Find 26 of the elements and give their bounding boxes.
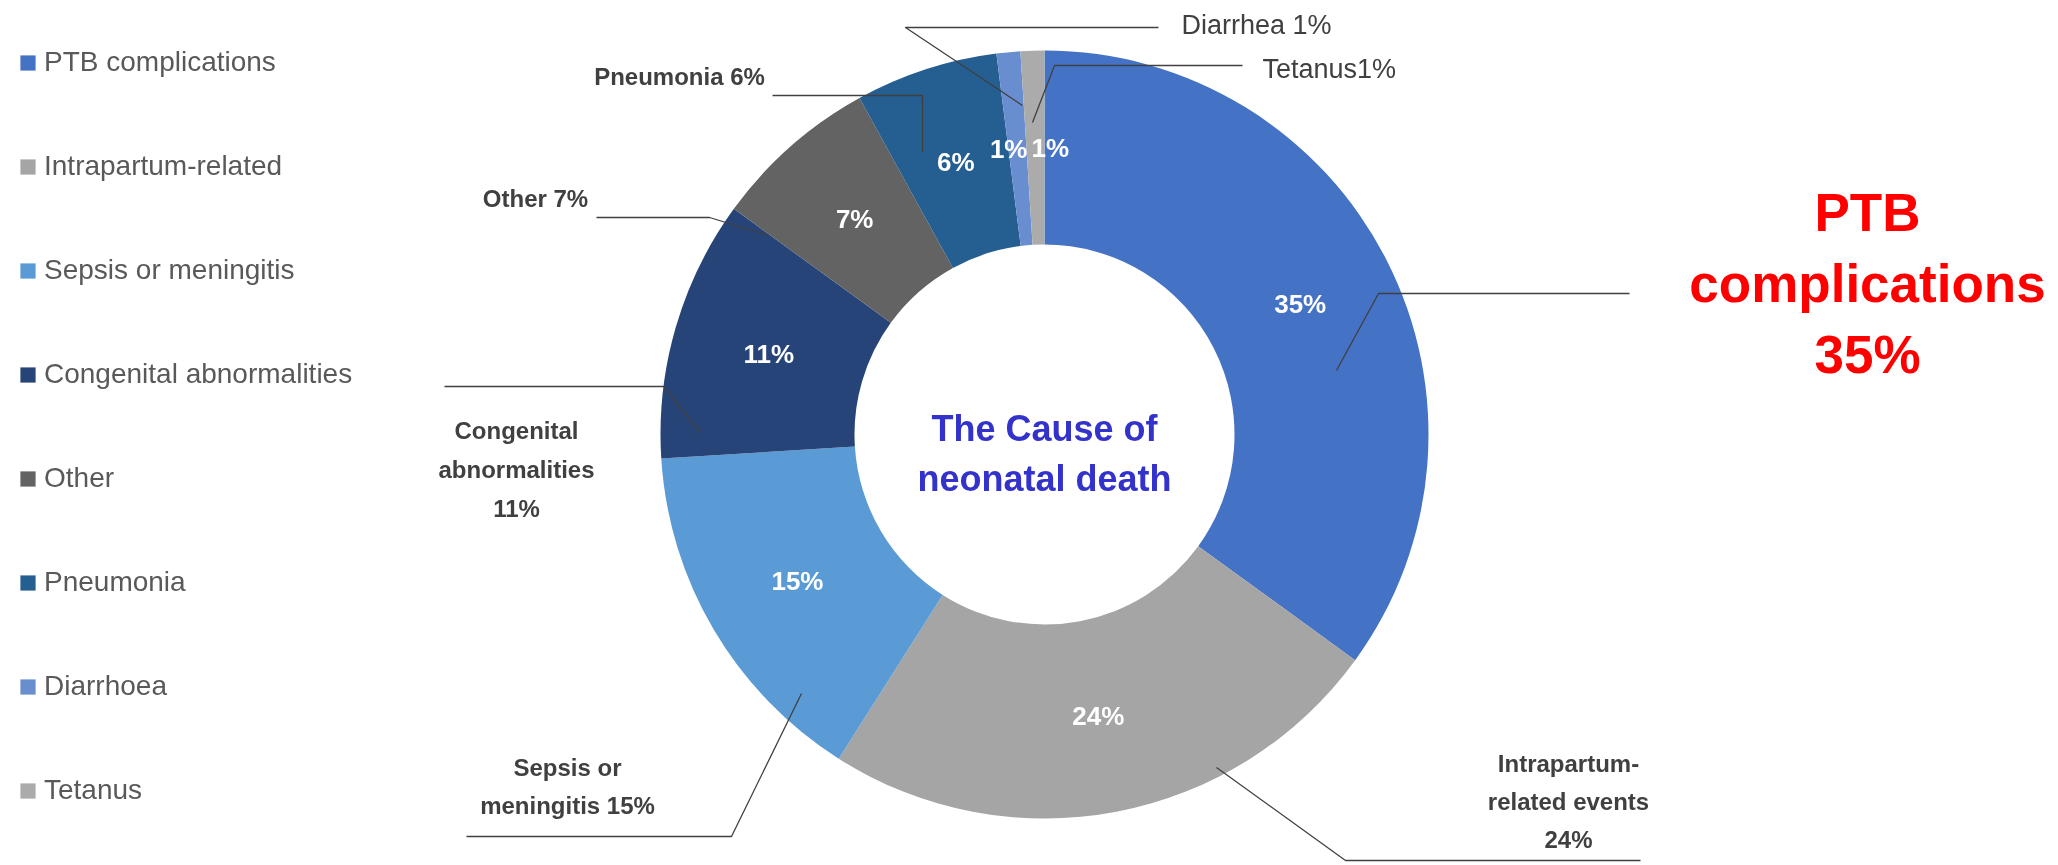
- text: Tetanus1%: [1262, 53, 1397, 84]
- text: Sepsis or meningitis 15%: [480, 754, 655, 819]
- legend-label: Other: [44, 461, 115, 495]
- legend-label: Diarrhoea: [44, 669, 167, 703]
- slice-label: PTB complications: [1689, 183, 2046, 313]
- legend-label: Intrapartum-related: [44, 149, 283, 183]
- data-label: 35%: [1274, 289, 1327, 320]
- data-label: 11%: [743, 339, 795, 370]
- data-label: 15%: [771, 565, 824, 596]
- text: 11%: [493, 495, 540, 523]
- legend-label: PTB complications: [44, 45, 276, 79]
- text: 35%: [1814, 324, 1921, 384]
- text: The Cause of neonatal death: [917, 408, 1172, 499]
- data-label: 6%: [937, 146, 975, 177]
- legend-label: Pneumonia: [44, 565, 186, 599]
- data-label: 24%: [1072, 701, 1125, 732]
- slice-label: Congenital abnormalities: [438, 416, 595, 483]
- legend-label: Tetanus: [44, 773, 143, 807]
- legend-label: Congenital abnormalities: [44, 357, 353, 391]
- legend-label: Sepsis or meningitis: [44, 253, 295, 287]
- text: Other 7%: [482, 185, 589, 212]
- data-label: 1%: [989, 133, 1028, 164]
- text: Diarrhea 1%: [1181, 9, 1332, 40]
- text: Intrapartum-related events 24%: [1487, 750, 1650, 853]
- data-label: 7%: [835, 204, 874, 235]
- text: Pneumonia 6%: [594, 63, 765, 90]
